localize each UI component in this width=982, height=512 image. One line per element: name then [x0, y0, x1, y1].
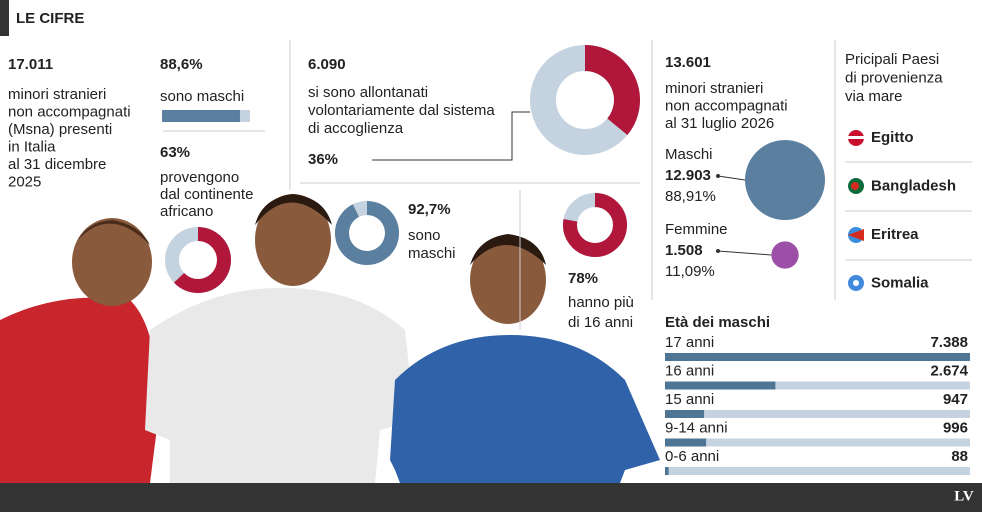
label: maschi — [408, 245, 456, 262]
share-label: 88,91% — [665, 188, 716, 205]
stat-number: 13.601 — [665, 54, 711, 71]
value-label: 2.674 — [930, 362, 968, 379]
category-label: Femmine — [665, 221, 728, 238]
value-label: 996 — [943, 419, 968, 436]
bubble — [745, 140, 825, 220]
value-label: 78% — [568, 270, 598, 287]
label: sono maschi — [160, 88, 244, 105]
category-label: 15 anni — [665, 391, 714, 408]
countries-title: Pricipali Paesi — [845, 51, 939, 68]
bar — [665, 438, 707, 447]
value-label: 36% — [308, 151, 338, 168]
label: di 16 anni — [568, 314, 633, 331]
stat-number: 17.011 — [8, 56, 53, 73]
stat-text: non accompagnati — [665, 97, 788, 114]
category-label: Maschi — [665, 146, 713, 163]
bar-track — [665, 438, 970, 447]
connector — [372, 111, 530, 161]
stat-text: di accoglienza — [308, 120, 404, 137]
title-marker — [0, 0, 9, 36]
stat-text: (Msna) presenti — [8, 121, 112, 138]
bar — [665, 410, 705, 418]
stat-text: 2025 — [8, 173, 41, 190]
stat-text: non accompagnati — [8, 103, 131, 120]
bar — [665, 381, 776, 390]
chart-title: Età dei maschi — [665, 314, 770, 331]
label: sono — [408, 227, 441, 244]
stat-text: in Italia — [8, 138, 56, 155]
stat-number: 6.090 — [308, 56, 346, 73]
flag-somalia — [853, 280, 859, 286]
bar — [665, 467, 669, 475]
stat-text: minori stranieri — [8, 86, 106, 103]
label: africano — [160, 203, 213, 220]
country-name: Egitto — [871, 129, 914, 146]
value-label: 63% — [160, 144, 190, 161]
label: provengono — [160, 169, 239, 186]
stat-text: si sono allontanati — [308, 84, 428, 101]
country-name: Eritrea — [871, 226, 919, 243]
value-label: 7.388 — [930, 334, 968, 351]
stat-text: al 31 dicembre — [8, 156, 106, 173]
country-name: Somalia — [871, 274, 929, 291]
category-label: 17 anni — [665, 334, 714, 351]
category-label: 9-14 anni — [665, 419, 728, 436]
category-label: 0-6 anni — [665, 448, 719, 465]
connector — [717, 175, 746, 181]
category-label: 16 anni — [665, 362, 714, 379]
flag-eritrea — [848, 229, 864, 241]
country-name: Bangladesh — [871, 177, 956, 194]
donut-segment — [563, 193, 627, 257]
footer — [0, 483, 982, 512]
value-label: 1.508 — [665, 242, 703, 259]
stat-text: minori stranieri — [665, 80, 763, 97]
photo — [0, 194, 660, 483]
countries-title: di provenienza — [845, 69, 943, 86]
countries-title: via mare — [845, 88, 903, 105]
bar — [665, 353, 970, 361]
title: LE CIFRE — [16, 10, 84, 27]
stat-text: al 31 luglio 2026 — [665, 115, 774, 132]
label: hanno più — [568, 294, 634, 311]
value-label: 947 — [943, 391, 968, 408]
connector-dot — [716, 249, 720, 253]
value-label: 88 — [951, 448, 968, 465]
label: dal continente — [160, 186, 253, 203]
stat-text: volontariamente dal sistema — [308, 102, 495, 119]
share-label: 11,09% — [665, 263, 715, 280]
flag-egypt — [848, 136, 864, 139]
flag-bangladesh — [851, 182, 859, 190]
bubble — [771, 241, 799, 269]
bar-track — [665, 410, 970, 418]
logo: LV — [954, 488, 974, 504]
bar — [162, 110, 240, 122]
value-label: 12.903 — [665, 167, 711, 184]
value-label: 92,7% — [408, 201, 451, 218]
donut-segment — [173, 227, 231, 293]
value-label: 88,6% — [160, 56, 203, 73]
bar-track — [665, 381, 970, 390]
donut-segment — [335, 201, 399, 265]
donut-segment — [584, 45, 640, 136]
bar-track — [665, 467, 970, 475]
connector-dot — [716, 174, 720, 178]
connector — [717, 250, 772, 256]
